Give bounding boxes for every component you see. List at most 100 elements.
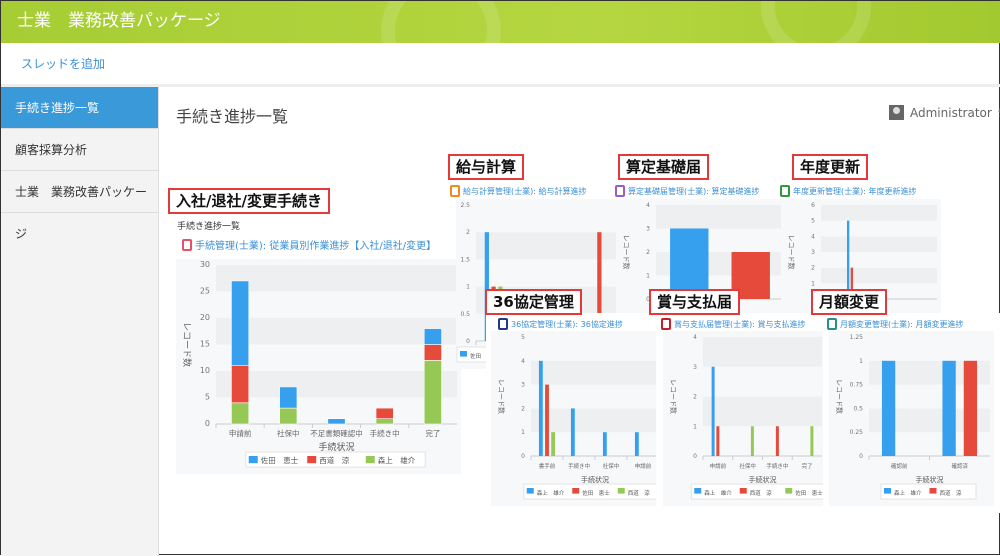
bar[interactable] xyxy=(551,432,556,456)
report-title: 36協定管理(士業): 36協定進捗 xyxy=(511,319,623,329)
sidebar-item-progress-list[interactable]: 手続き進捗一覧 xyxy=(1,87,158,129)
main-report-link[interactable]: 手続管理(士業): 従業員別作業進捗【入社/退社/変更】 xyxy=(182,237,436,252)
x-tick-label: 完了 xyxy=(425,428,440,438)
user-icon xyxy=(889,105,904,120)
report-title: 賞与支払届管理(士業): 賞与支払進捗 xyxy=(674,319,806,329)
report-title: 手続管理(士業): 従業員別作業進捗【入社/退社/変更】 xyxy=(195,241,437,252)
legend-item[interactable]: 西道 涼 xyxy=(940,489,963,497)
grid-band xyxy=(656,205,784,229)
report-title: 月額変更管理(士業): 月額変更進捗 xyxy=(840,319,964,329)
getsugaku-report-link[interactable]: 月額変更管理(士業): 月額変更進捗 xyxy=(827,318,963,330)
legend-item[interactable]: 西道 涼 xyxy=(319,455,349,465)
y-tick-label: 0.75 xyxy=(850,382,864,389)
bar[interactable] xyxy=(881,360,896,456)
sidebar-item-customer-profit[interactable]: 顧客採算分析 xyxy=(1,129,158,171)
y-tick-label: 3 xyxy=(811,249,815,256)
y-tick-label: 2 xyxy=(521,405,525,412)
bar[interactable] xyxy=(545,384,549,456)
legend-item[interactable]: 西道 涼 xyxy=(750,489,773,497)
grid-band xyxy=(703,366,822,397)
x-tick-label: 申請前 xyxy=(229,428,252,438)
bar[interactable] xyxy=(711,366,715,456)
bar[interactable] xyxy=(716,426,720,456)
legend-item[interactable]: 佐田 恵士 xyxy=(582,489,610,497)
grid-band xyxy=(703,426,822,456)
chart-svg: 0 1 2 3 4 レコード数 xyxy=(622,202,784,303)
bar[interactable] xyxy=(538,360,543,456)
bar-segment[interactable] xyxy=(327,418,346,425)
x-tick-label: 確認済 xyxy=(951,462,968,470)
nendo-report-link[interactable]: 年度更新管理(士業): 年度更新進捗 xyxy=(780,185,916,197)
y-axis-label: レコード数 xyxy=(181,322,193,367)
legend-item[interactable]: 佐田 恵士 xyxy=(795,489,823,497)
bar[interactable] xyxy=(963,360,978,456)
bar[interactable] xyxy=(670,228,709,300)
bar[interactable] xyxy=(850,267,854,299)
grid-band xyxy=(821,236,937,252)
legend-item[interactable]: 佐田 恵士 xyxy=(261,455,299,465)
report-icon xyxy=(182,238,192,251)
bar[interactable] xyxy=(602,432,607,456)
bar-segment[interactable] xyxy=(231,365,250,404)
main-callout-label: 入社/退社/変更手続き xyxy=(168,188,330,214)
legend-swatch xyxy=(785,488,793,494)
legend-swatch xyxy=(248,456,258,464)
bar[interactable] xyxy=(750,426,754,456)
bar-segment[interactable] xyxy=(423,344,442,361)
bar[interactable] xyxy=(846,220,850,299)
bar-segment[interactable] xyxy=(375,418,394,425)
y-tick-label: 1 xyxy=(859,358,863,365)
santei-report-link[interactable]: 算定基礎届管理(士業): 算定基礎進捗 xyxy=(615,185,759,197)
grid-band xyxy=(216,265,457,292)
legend: 森上 雄介 西道 涼 佐田 恵士 xyxy=(690,483,826,500)
legend-item[interactable]: 森上 雄介 xyxy=(704,489,732,497)
bar-segment[interactable] xyxy=(423,328,442,345)
user-name: Administrator xyxy=(910,105,992,120)
grid-band xyxy=(531,337,659,361)
bar-segment[interactable] xyxy=(279,386,298,409)
report-icon xyxy=(827,318,837,330)
y-tick-label: 0 xyxy=(466,338,470,345)
legend-item[interactable]: 森上 雄介 xyxy=(894,489,922,497)
y-tick-label: 3 xyxy=(693,364,697,371)
y-tick-label: 5 xyxy=(205,393,210,402)
legend-swatch xyxy=(694,488,702,494)
legend-swatch xyxy=(526,488,534,494)
santei-callout-label: 算定基礎届 xyxy=(618,154,710,180)
kyuyo-report-link[interactable]: 給与計算管理(士業): 給与計算進捗 xyxy=(450,185,586,197)
bar[interactable] xyxy=(942,360,956,456)
kyotei-report-link[interactable]: 36協定管理(士業): 36協定進捗 xyxy=(498,318,623,330)
bar-segment[interactable] xyxy=(423,360,442,425)
legend-item[interactable]: 森上 雄介 xyxy=(378,455,416,465)
bar[interactable] xyxy=(634,432,639,456)
legend-item[interactable]: 佐田 xyxy=(470,352,481,360)
bar-segment[interactable] xyxy=(231,402,250,425)
legend-item[interactable]: 西道 涼 xyxy=(628,489,651,497)
user-menu[interactable]: Administrator 9/ xyxy=(889,105,1000,120)
kyotei-callout-label: 36協定管理 xyxy=(485,289,582,315)
bar[interactable] xyxy=(810,426,814,456)
bar[interactable] xyxy=(484,232,489,341)
x-axis-label: 手続状況 xyxy=(749,475,777,484)
add-thread-link[interactable]: スレッドを追加 xyxy=(21,57,106,71)
report-title: 給与計算管理(士業): 給与計算進捗 xyxy=(463,186,587,196)
shoyo-report-link[interactable]: 賞与支払届管理(士業): 賞与支払進捗 xyxy=(661,318,805,330)
y-axis-label: レコード数 xyxy=(787,235,796,270)
legend-swatch xyxy=(572,488,580,494)
grid-band xyxy=(869,337,990,361)
grid-band xyxy=(821,267,937,284)
grid-band xyxy=(476,259,617,287)
bar-segment[interactable] xyxy=(279,407,298,425)
y-tick-label: 5 xyxy=(811,218,815,225)
sidebar-item-package[interactable]: 士業 業務改善パッケージ xyxy=(1,171,158,241)
bar[interactable] xyxy=(597,232,602,341)
report-icon xyxy=(498,318,508,330)
bar-segment[interactable] xyxy=(231,280,250,367)
legend-item[interactable]: 森上 雄介 xyxy=(537,489,565,497)
bar-segment[interactable] xyxy=(375,407,394,420)
main-chart: 0 5 10 15 20 25 30 レコード数 申請前 社保中 不足書類確認中 手続き中 完了 手続状況… xyxy=(176,259,461,474)
bar[interactable] xyxy=(570,408,575,456)
bar[interactable] xyxy=(775,426,779,456)
